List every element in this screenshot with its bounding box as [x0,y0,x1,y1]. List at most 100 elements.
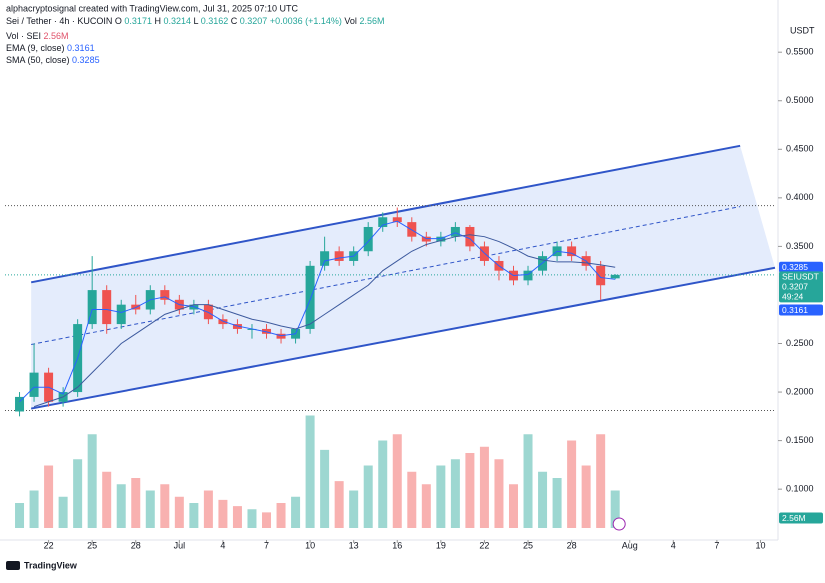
volume-bar [174,496,184,528]
candle-body [450,226,460,237]
volume-bar [102,471,112,528]
volume-bar [262,512,272,528]
price-tag [779,271,823,303]
ohlc-value: 0.3207 [240,16,268,26]
symbol-legend: Sei / Tether · 4h · KUCOIN O 0.3171 H 0.… [6,16,384,26]
volume-bar [363,465,373,528]
header: alphacryptosignal created with TradingVi… [6,3,298,13]
x-tick-label: Jul [174,540,186,550]
ohlc-value: 0.3214 [163,16,191,26]
volume-bar [581,465,591,528]
x-tick-label: 28 [567,540,577,550]
volume-bar [407,471,417,528]
volume-bar [87,434,97,528]
candle-body [523,270,533,281]
volume-bar [523,434,533,528]
ema-tag [779,304,823,316]
volume-bar [378,440,388,528]
volume-bar [73,459,83,528]
volume-bar [116,484,126,528]
indicator-value: 0.3285 [72,55,100,65]
candle-body [378,217,388,227]
volume-bar [145,490,155,528]
volume-bar [596,434,606,528]
y-tick-label: 0.1500 [786,435,814,445]
y-tick-label: 0.1000 [786,484,814,494]
candle-body [363,226,373,252]
x-tick-label: 16 [392,540,402,550]
candle-body [334,251,344,261]
candle-body [596,265,606,286]
volume-bar [494,459,504,528]
y-tick-label: 0.2500 [786,338,814,348]
price-tag-text: 0.3207 [782,282,808,292]
x-tick-label: 25 [523,540,533,550]
x-tick-label: 7 [714,540,719,550]
y-tick-label: 0.4500 [786,144,814,154]
x-tick-label: 28 [131,540,141,550]
volume-bar [44,465,54,528]
candle-body [305,265,315,329]
volume-bar [29,490,39,528]
indicator-legend: Vol · SEI 2.56M [6,31,69,41]
volume-bar [436,465,446,528]
x-tick-label: 10 [305,540,315,550]
indicator-line [33,234,616,408]
volume-bar [567,440,577,528]
ohlc-label: H [154,16,161,26]
channel-upper [30,144,741,284]
volume-bar [305,415,315,528]
channel-fill [31,145,776,409]
indicator-value: 0.3161 [67,43,95,53]
volume-bar [508,484,518,528]
x-tick-label: 19 [436,540,446,550]
ohlc-value: 0.3171 [124,16,152,26]
y-tick-label: 0.3500 [786,241,814,251]
ema-tag-text: 0.3161 [782,305,808,315]
candle-body [465,226,475,247]
price-tag-text: SEIUSDT [782,272,819,282]
volume-bar [320,449,330,528]
x-tick-label: 7 [264,540,269,550]
x-tick-label: Aug [622,540,638,550]
volume-bar [421,484,431,528]
volume-bar [610,490,620,528]
sma-tag-text: 0.3285 [782,262,808,272]
ohlc-label: C [231,16,238,26]
candle-body [29,372,39,397]
price-tag-text: 49:24 [782,292,804,302]
currency: USDT [790,25,815,35]
tradingview-logo: TradingView [6,560,78,570]
candle-body [567,246,577,257]
x-tick-label: 22 [44,540,54,550]
volume-bar [276,503,286,528]
volume-bar [218,499,228,528]
candle-body [15,396,25,412]
volume-bar [15,503,25,528]
candle-body [116,304,126,325]
candle-body [87,290,97,325]
x-tick-label: 13 [349,540,359,550]
volume-bar [552,478,562,528]
channel-middle [31,206,741,345]
change: +0.0036 (+1.14%) [270,16,342,26]
x-tick-label: 25 [87,540,97,550]
volume-bar [160,484,170,528]
y-tick-label: 0.4000 [786,192,814,202]
indicator-line [19,220,616,403]
x-tick-label: 4 [220,540,225,550]
x-tick-label: 10 [755,540,765,550]
symbol: Sei / Tether · 4h · KUCOIN [6,16,112,26]
plot-area [5,144,776,531]
candle-body [392,217,402,223]
candle-body [160,290,170,300]
indicator-name: SMA (50, close) [6,55,70,65]
indicator-legend: EMA (9, close) 0.3161 [6,43,95,53]
volume-bar [450,459,460,528]
brand: TradingView [24,560,78,570]
indicator-name: EMA (9, close) [6,43,65,53]
volume-tag-text: 2.56M [782,513,806,523]
vol-label: Vol [344,16,357,26]
volume-bar [131,478,141,528]
